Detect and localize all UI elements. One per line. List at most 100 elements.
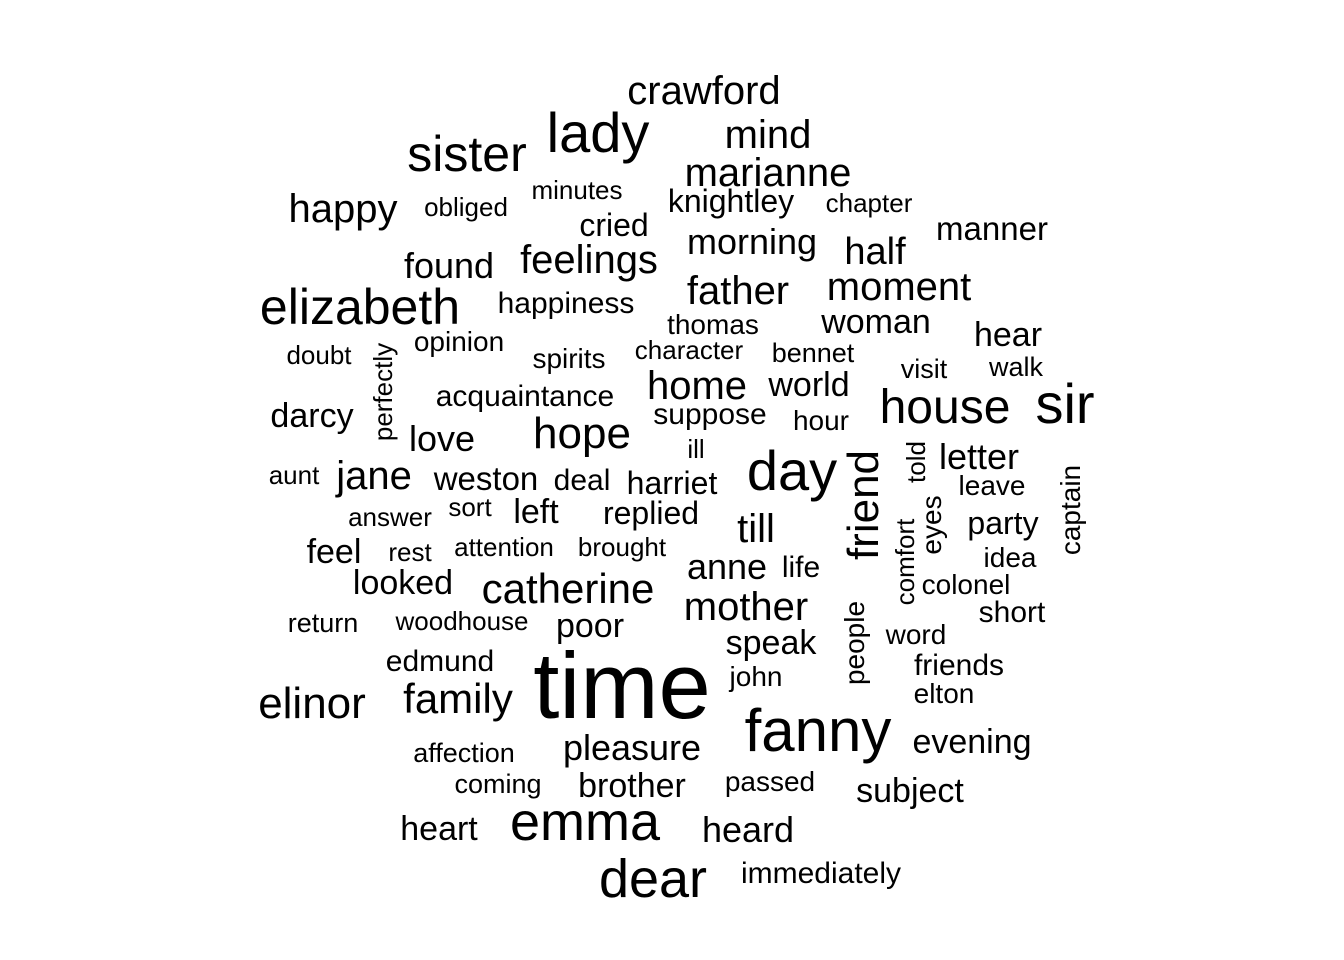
word-told: told [901, 441, 931, 483]
word-immediately: immediately [741, 857, 901, 890]
word-friends: friends [914, 649, 1004, 682]
word-captain: captain [1055, 465, 1086, 555]
word-happiness: happiness [498, 287, 635, 320]
word-elizabeth: elizabeth [260, 279, 460, 335]
word-deal: deal [554, 464, 611, 497]
word-idea: idea [984, 542, 1037, 573]
word-morning: morning [687, 221, 817, 262]
word-marianne: marianne [685, 151, 852, 195]
word-perfectly: perfectly [368, 343, 398, 441]
word-opinion: opinion [414, 326, 504, 357]
word-obliged: obliged [424, 192, 508, 222]
word-hour: hour [793, 405, 849, 436]
word-minutes: minutes [531, 175, 622, 205]
word-party: party [967, 505, 1038, 541]
word-return: return [288, 608, 359, 638]
word-catherine: catherine [482, 565, 655, 612]
word-knightley: knightley [668, 183, 794, 219]
word-acquaintance: acquaintance [436, 380, 614, 413]
word-chapter: chapter [826, 188, 913, 218]
word-john: john [729, 661, 783, 692]
word-till: till [737, 507, 775, 551]
word-mother: mother [684, 585, 809, 629]
word-ill: ill [687, 434, 704, 464]
word-fanny: fanny [745, 697, 892, 764]
word-dear: dear [599, 849, 707, 909]
word-darcy: darcy [270, 397, 353, 435]
word-heart: heart [400, 810, 478, 848]
word-day: day [747, 439, 837, 502]
word-attention: attention [454, 532, 554, 562]
word-thomas: thomas [667, 309, 759, 340]
word-family: family [403, 675, 513, 722]
word-hear: hear [974, 316, 1042, 354]
word-feel: feel [307, 533, 362, 571]
word-affection: affection [413, 738, 515, 768]
word-coming: coming [454, 769, 541, 799]
word-anne: anne [687, 546, 767, 587]
word-manner: manner [936, 210, 1048, 247]
word-short: short [979, 596, 1046, 629]
word-happy: happy [289, 187, 398, 231]
word-emma: emma [510, 792, 661, 852]
word-love: love [409, 418, 475, 459]
word-friend: friend [839, 450, 888, 560]
word-spirits: spirits [532, 343, 605, 374]
word-house: house [880, 381, 1011, 434]
word-speak: speak [726, 624, 818, 662]
word-brother: brother [578, 767, 686, 805]
word-half: half [844, 231, 906, 273]
word-bennet: bennet [772, 338, 855, 368]
word-passed: passed [725, 766, 815, 797]
word-rest: rest [388, 537, 432, 567]
word-looked: looked [353, 564, 453, 602]
word-letter: letter [939, 436, 1019, 477]
word-answer: answer [348, 502, 432, 532]
word-leave: leave [959, 470, 1026, 501]
word-aunt: aunt [269, 460, 320, 490]
word-people: people [839, 601, 870, 685]
word-sir: sir [1035, 372, 1094, 435]
word-woman: woman [820, 303, 931, 341]
word-character: character [635, 335, 744, 365]
word-lady: lady [547, 101, 650, 164]
word-eyes: eyes [916, 495, 947, 554]
word-elinor: elinor [258, 679, 366, 728]
word-heard: heard [702, 809, 794, 850]
word-crawford: crawford [627, 69, 780, 113]
word-doubt: doubt [286, 340, 352, 370]
word-poor: poor [556, 607, 624, 645]
word-sister: sister [407, 126, 526, 182]
word-subject: subject [856, 772, 964, 810]
word-cried: cried [579, 207, 648, 243]
word-woodhouse: woodhouse [395, 606, 529, 636]
word-suppose: suppose [653, 398, 766, 431]
word-pleasure: pleasure [563, 727, 701, 768]
word-mind: mind [725, 113, 812, 157]
word-jane: jane [335, 454, 412, 498]
word-hope: hope [533, 409, 631, 458]
word-home: home [647, 364, 747, 408]
word-harriet: harriet [627, 465, 718, 501]
word-edmund: edmund [386, 645, 494, 678]
word-world: world [767, 366, 849, 404]
word-father: father [687, 269, 789, 313]
word-weston: weston [433, 460, 539, 497]
word-evening: evening [912, 723, 1031, 761]
word-elton: elton [914, 678, 975, 709]
word-feelings: feelings [520, 238, 658, 282]
word-word: word [885, 619, 947, 650]
word-sort: sort [448, 492, 492, 522]
word-visit: visit [901, 354, 948, 384]
word-walk: walk [988, 352, 1044, 382]
word-comfort: comfort [890, 518, 920, 605]
word-brought: brought [578, 532, 667, 562]
word-replied: replied [603, 495, 699, 531]
word-found: found [404, 245, 494, 286]
word-colonel: colonel [922, 569, 1011, 600]
word-life: life [782, 551, 820, 584]
word-moment: moment [827, 265, 972, 309]
word-time: time [533, 633, 711, 738]
word-left: left [513, 493, 559, 531]
